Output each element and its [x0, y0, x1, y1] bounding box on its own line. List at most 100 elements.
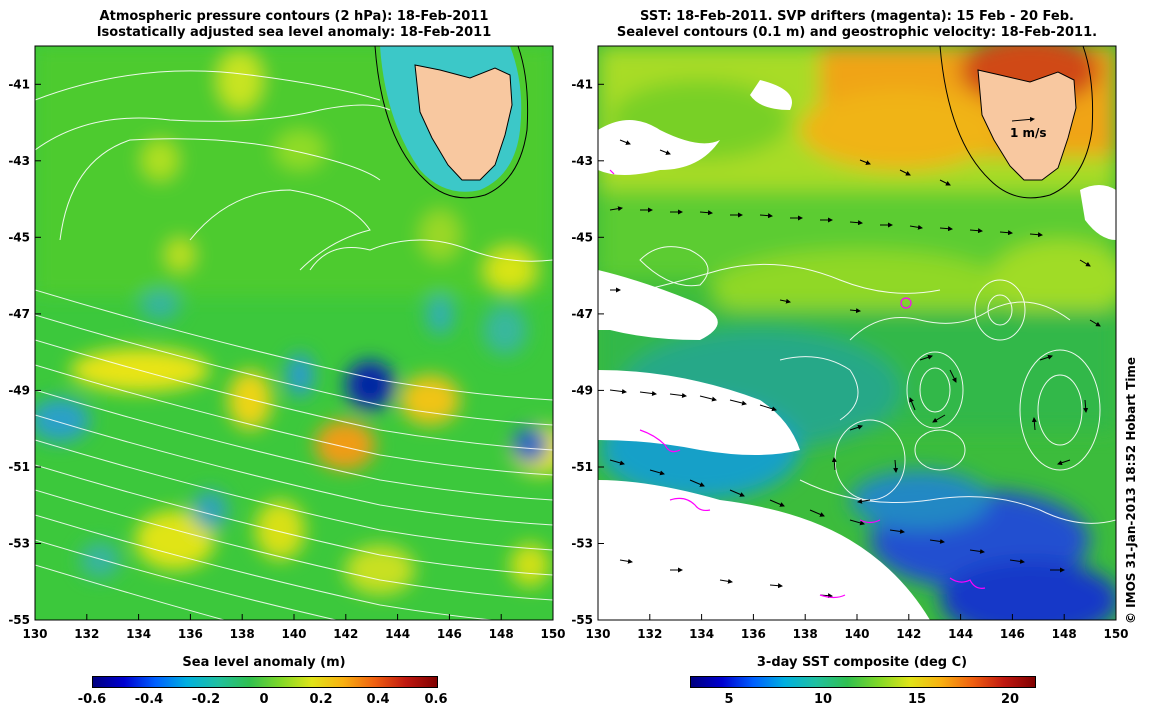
velocity-scale-label: 1 m/s: [1010, 126, 1047, 140]
drifter-track-6: [609, 169, 615, 175]
left-x-label-7: 142: [333, 627, 358, 640]
pressure-contours: [35, 70, 553, 271]
drifter-track-1: [639, 429, 681, 453]
left-y-tick-6: -51: [8, 460, 41, 474]
left-x-axis: 130 132 134 136 138 140 142 144 146 148 …: [22, 614, 566, 640]
left-x-label-4: 136: [178, 627, 203, 640]
right-x-tick-8: 144: [948, 614, 973, 640]
left-y-tick-8: -55: [8, 613, 41, 627]
right-title-line2: Sealevel contours (0.1 m) and geostrophi…: [616, 25, 1098, 40]
right-x-label-7: 142: [896, 627, 921, 640]
left-x-label-8: 144: [385, 627, 410, 640]
right-y-tick-1: -41: [571, 78, 604, 92]
left-x-tick-4: 136: [178, 614, 203, 640]
right-x-label-1: 130: [585, 627, 610, 640]
left-colorbar-tick-4: 0: [259, 692, 269, 707]
right-y-label-2: -43: [571, 154, 593, 168]
left-x-label-6: 140: [281, 627, 306, 640]
right-x-tick-11: 150: [1103, 614, 1129, 640]
left-colorbar-tick-3: -0.2: [191, 692, 221, 707]
right-y-tick-6: -51: [571, 460, 604, 474]
right-colorbar-tick-2: 10: [813, 692, 833, 707]
left-y-tick-1: -41: [8, 78, 41, 92]
left-x-tick-9: 146: [437, 614, 462, 640]
left-x-label-1: 130: [22, 627, 47, 640]
left-y-label-1: -41: [8, 78, 30, 92]
right-y-label-7: -53: [571, 537, 593, 551]
right-x-tick-6: 140: [844, 614, 870, 640]
drifter-position-1: [900, 297, 912, 309]
left-colorbar-tick-6: 0.4: [366, 692, 390, 707]
left-x-tick-2: 132: [74, 614, 99, 640]
left-x-label-5: 138: [230, 627, 255, 640]
drifter-track-2: [669, 497, 711, 512]
right-y-tick-3: -45: [571, 231, 604, 245]
drifter-tracks: [609, 169, 986, 599]
right-y-label-1: -41: [571, 78, 593, 92]
left-colorbar-tick-5: 0.2: [309, 692, 333, 707]
velocity-scale-arrow: [1011, 116, 1035, 122]
left-y-label-8: -55: [8, 613, 30, 627]
left-x-tick-8: 144: [385, 614, 410, 640]
left-colorbar-tick-7: 0.6: [424, 692, 448, 707]
right-x-tick-10: 148: [1052, 614, 1077, 640]
right-y-label-6: -51: [571, 460, 593, 474]
right-x-tick-3: 134: [689, 614, 714, 640]
right-y-label-8: -55: [571, 613, 593, 627]
sst-sea-level-contours: [598, 246, 1116, 524]
imos-credit: © IMOS 31-Jan-2013 18:52 Hobart Time: [1124, 356, 1138, 624]
velocity-arrows: [609, 139, 1101, 599]
right-x-tick-4: 136: [741, 614, 766, 640]
right-x-tick-5: 138: [793, 614, 818, 640]
left-colorbar-tick-2: -0.4: [134, 692, 164, 707]
left-colorbar-title: Sea level anomaly (m): [182, 655, 346, 670]
left-y-label-2: -43: [8, 154, 30, 168]
left-x-tick-6: 140: [281, 614, 307, 640]
right-x-axis: 130 132 134 136 138 140 142 144 146 148 …: [585, 614, 1129, 640]
left-y-label-3: -45: [8, 231, 30, 245]
left-y-label-5: -49: [8, 384, 30, 398]
left-y-label-6: -51: [8, 460, 30, 474]
left-colorbar-tick-1: -0.6: [77, 692, 107, 707]
shelf-edge-contour-sst: [939, 46, 1094, 199]
right-x-label-9: 146: [1000, 627, 1025, 640]
right-y-label-5: -49: [571, 384, 593, 398]
left-x-label-11: 150: [540, 627, 565, 640]
right-y-tick-8: -55: [571, 613, 604, 627]
right-x-tick-9: 146: [1000, 614, 1025, 640]
right-y-tick-4: -47: [571, 307, 604, 321]
right-x-tick-2: 132: [637, 614, 662, 640]
right-x-tick-7: 142: [896, 614, 921, 640]
left-title-line1: Atmospheric pressure contours (2 hPa): 1…: [99, 9, 489, 24]
left-y-tick-3: -45: [8, 231, 41, 245]
right-y-tick-5: -49: [571, 384, 604, 398]
right-colorbar-title: 3-day SST composite (deg C): [756, 655, 968, 670]
left-y-label-4: -47: [8, 307, 30, 321]
right-x-label-4: 136: [741, 627, 766, 640]
right-y-label-3: -45: [571, 231, 593, 245]
right-y-label-4: -47: [571, 307, 593, 321]
left-y-tick-5: -49: [8, 384, 41, 398]
right-colorbar-tick-4: 20: [1000, 692, 1020, 707]
sea-level-anomaly-map: -41 -43 -45 -47 -49 -51 -53 -55 130 132 …: [8, 45, 566, 640]
right-colorbar-tick-3: 15: [907, 692, 927, 707]
right-x-label-8: 144: [948, 627, 973, 640]
right-y-axis: -41 -43 -45 -47 -49 -51 -53 -55: [571, 78, 604, 627]
left-x-label-9: 146: [437, 627, 462, 640]
left-title-line2: Isostatically adjusted sea level anomaly…: [96, 25, 492, 40]
left-y-tick-7: -53: [8, 537, 41, 551]
drifter-track-4: [949, 577, 986, 589]
left-y-axis: -41 -43 -45 -47 -49 -51 -53 -55: [8, 78, 41, 627]
right-title-line1: SST: 18-Feb-2011. SVP drifters (magenta)…: [640, 9, 1074, 24]
right-y-tick-2: -43: [571, 154, 604, 168]
left-y-tick-4: -47: [8, 307, 41, 321]
drifter-track-5: [859, 519, 881, 524]
left-y-tick-2: -43: [8, 154, 41, 168]
right-x-label-6: 140: [844, 627, 869, 640]
left-colorbar: [92, 676, 438, 688]
right-y-tick-7: -53: [571, 537, 604, 551]
tasmania-land: [414, 64, 513, 181]
left-x-tick-1: 130: [22, 614, 48, 640]
left-x-label-10: 148: [489, 627, 514, 640]
sea-level-contours: [35, 289, 553, 620]
